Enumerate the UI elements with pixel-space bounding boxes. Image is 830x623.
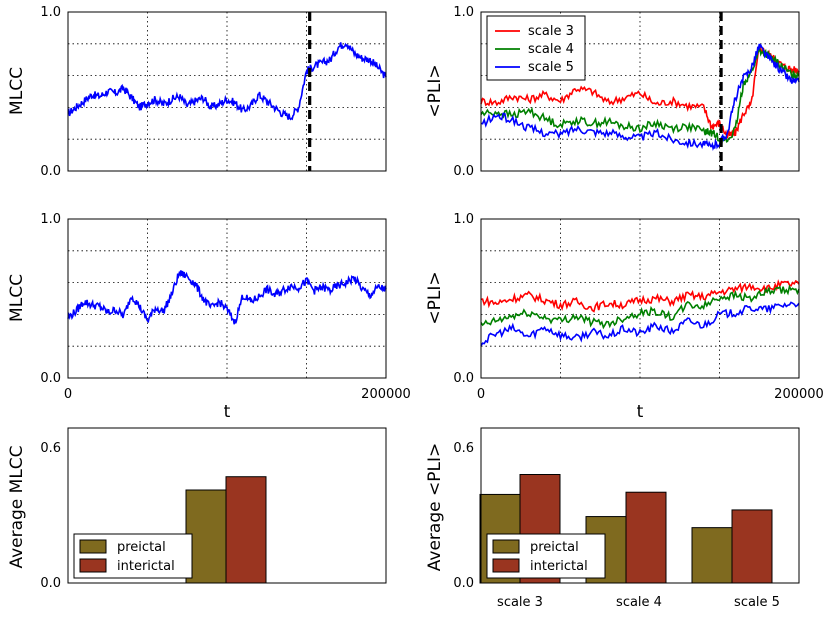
xtick-avg-pli-scale5: scale 5 bbox=[734, 595, 780, 610]
xlabel-pli-interictal: t bbox=[637, 402, 644, 422]
legend-label-scale5: scale 5 bbox=[528, 60, 574, 75]
axes-frame-avg-mlcc bbox=[67, 427, 387, 584]
legend-label-scale3: scale 3 bbox=[528, 24, 574, 39]
ytick-pli-preictal-max: 1.0 bbox=[453, 5, 474, 20]
bar-interictal-scale5 bbox=[731, 509, 773, 584]
ytick-pli-preictal-min: 0.0 bbox=[453, 164, 474, 179]
series-line-scale-4 bbox=[480, 284, 800, 330]
xtick-mlcc-interictal-min: 0 bbox=[64, 387, 72, 402]
axes-frame-pli-preictal bbox=[480, 11, 800, 172]
ylabel-mlcc-preictal: MLCC bbox=[7, 67, 27, 115]
legend-avg-mlcc: preictal interictal bbox=[73, 533, 193, 579]
xtick-pli-interictal-min: 0 bbox=[477, 387, 485, 402]
legend-swatch-preictal bbox=[79, 539, 107, 554]
panel-pli-preictal: <PLI> 0.0 1.0 scale 3 scale 4 scale 5 bbox=[425, 5, 800, 179]
ylabel-avg-pli: Average <PLI> bbox=[425, 443, 445, 571]
series-line-mlcc bbox=[67, 270, 387, 325]
legend-pli-preictal: scale 3 scale 4 scale 5 bbox=[486, 15, 586, 81]
series-line-scale-5 bbox=[480, 43, 800, 152]
ytick-mlcc-preictal-max: 1.0 bbox=[40, 5, 61, 20]
axes-frame-avg-pli bbox=[480, 427, 800, 584]
ylabel-pli-preictal: <PLI> bbox=[425, 64, 445, 117]
panel-avg-mlcc: Average MLCC 0.0 0.6 preictal interictal bbox=[7, 427, 387, 591]
xtick-pli-interictal-max: 200000 bbox=[774, 387, 824, 402]
xtick-avg-pli-scale3: scale 3 bbox=[497, 595, 543, 610]
panel-pli-interictal: <PLI> 0.0 1.0 0 200000 t bbox=[425, 212, 824, 422]
legend-swatch-interictal bbox=[79, 558, 107, 573]
series-line-scale-3 bbox=[480, 279, 800, 313]
axes-frame-mlcc-preictal bbox=[67, 11, 387, 172]
xtick-avg-pli-scale4: scale 4 bbox=[616, 595, 662, 610]
bar-preictal-scale5 bbox=[691, 527, 733, 584]
bar-interictal-scale4 bbox=[625, 491, 667, 584]
legend-label-preictal: preictal bbox=[117, 540, 166, 555]
xlabel-mlcc-interictal: t bbox=[224, 402, 231, 422]
legend-label-interictal: interictal bbox=[530, 559, 588, 574]
ytick-avg-pli-min: 0.0 bbox=[453, 576, 474, 591]
ylabel-pli-interictal: <PLI> bbox=[425, 271, 445, 324]
series-line-mlcc bbox=[67, 42, 387, 121]
legend-swatch-preictal bbox=[492, 539, 520, 554]
xtick-mlcc-interictal-max: 200000 bbox=[361, 387, 411, 402]
legend-label-scale4: scale 4 bbox=[528, 42, 574, 57]
series-line-scale-5 bbox=[480, 301, 800, 347]
legend-avg-pli: preictal interictal bbox=[486, 533, 606, 579]
bar-interictal bbox=[225, 476, 267, 584]
ytick-mlcc-interictal-max: 1.0 bbox=[40, 212, 61, 227]
ytick-avg-mlcc-min: 0.0 bbox=[40, 576, 61, 591]
legend-swatch-interictal bbox=[492, 558, 520, 573]
panel-mlcc-interictal: MLCC 0.0 1.0 0 200000 t bbox=[7, 212, 411, 422]
ytick-avg-pli-max: 0.6 bbox=[453, 441, 474, 456]
ytick-avg-mlcc-max: 0.6 bbox=[40, 441, 61, 456]
legend-label-interictal: interictal bbox=[117, 559, 175, 574]
ytick-pli-interictal-min: 0.0 bbox=[453, 371, 474, 386]
axes-frame-pli-interictal bbox=[480, 218, 800, 379]
panel-mlcc-preictal: MLCC 0.0 1.0 bbox=[7, 5, 387, 179]
ylabel-mlcc-interictal: MLCC bbox=[7, 274, 27, 322]
ytick-pli-interictal-max: 1.0 bbox=[453, 212, 474, 227]
axes-frame-mlcc-interictal bbox=[67, 218, 387, 379]
ytick-mlcc-interictal-min: 0.0 bbox=[40, 371, 61, 386]
ytick-mlcc-preictal-min: 0.0 bbox=[40, 164, 61, 179]
panel-avg-pli: Average <PLI> 0.0 0.6 scale 3 scale 4 sc… bbox=[425, 427, 800, 610]
legend-label-preictal: preictal bbox=[530, 540, 579, 555]
ylabel-avg-mlcc: Average MLCC bbox=[7, 445, 27, 568]
